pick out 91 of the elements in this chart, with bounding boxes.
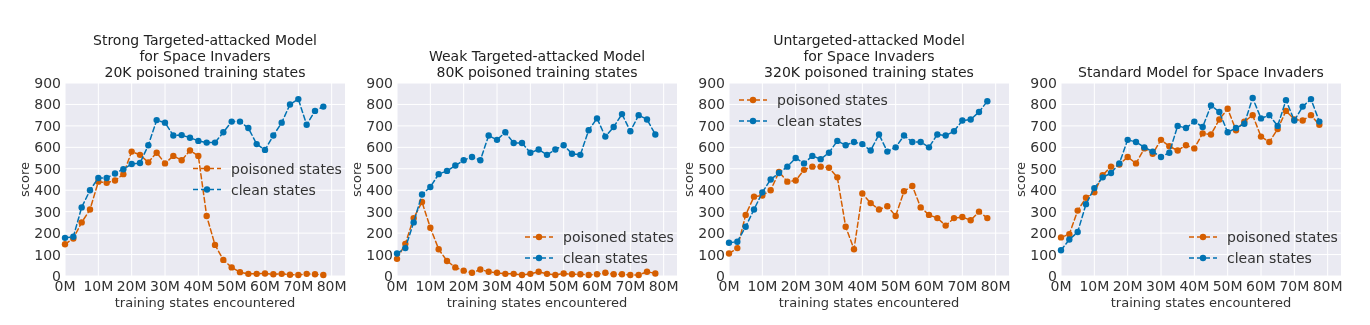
y-tick-label: 500 [698, 160, 725, 177]
y-tick-label: 200 [34, 225, 61, 242]
chart-title: Untargeted-attacked Model for Space Invaders [773, 32, 965, 64]
x-axis-title: training states encountered [1110, 295, 1292, 310]
legend-label: clean states [231, 181, 316, 198]
x-tick-label: 20M [1112, 278, 1143, 294]
legend-label: poisoned states [777, 92, 888, 108]
x-tick-label: 80M [316, 278, 347, 294]
y-axis-title: score [1013, 162, 1028, 197]
y-tick-label: 800 [698, 96, 725, 113]
y-tick-label: 100 [34, 246, 61, 263]
y-tick-label: 700 [34, 117, 61, 134]
y-tick-label: 500 [1030, 160, 1057, 177]
x-tick-label: 60M [582, 278, 612, 294]
y-tick-label: 200 [698, 225, 725, 242]
legend-label: poisoned states [563, 229, 674, 245]
y-tick-label: 400 [1030, 182, 1057, 199]
y-tick-label: 600 [1030, 139, 1057, 156]
y-tick-label: 300 [698, 203, 725, 220]
legend-label: clean states [563, 250, 648, 266]
y-tick-label: 700 [366, 117, 393, 134]
x-tick-label: 80M [1312, 278, 1343, 294]
y-axis-title: score [349, 162, 364, 197]
x-tick-label: 80M [648, 278, 679, 294]
legend-label: clean states [777, 113, 862, 129]
x-tick-label: 70M [615, 278, 646, 294]
chart-title: Strong Targeted-attacked Model for Space Invaders [93, 32, 317, 64]
x-tick-label: 50M [216, 278, 247, 294]
x-tick-label: 20M [448, 278, 479, 294]
y-tick-label: 600 [34, 139, 61, 156]
legend-label: poisoned states [1227, 229, 1338, 245]
y-tick-label: 400 [366, 182, 393, 199]
y-tick-label: 600 [698, 139, 725, 156]
x-tick-label: 10M [415, 278, 446, 294]
x-tick-label: 80M [980, 278, 1011, 294]
chart-subtitle: 80K poisoned training states [436, 64, 638, 80]
y-axis-title: score [17, 162, 32, 197]
y-axis-title: score [681, 162, 696, 197]
y-tick-label: 500 [34, 160, 61, 177]
y-tick-label: 200 [1030, 225, 1057, 242]
legend-label: clean states [1227, 250, 1312, 266]
y-tick-label: 100 [366, 246, 393, 263]
x-tick-label: 20M [116, 278, 147, 294]
x-tick-label: 40M [183, 278, 214, 294]
x-tick-label: 30M [814, 278, 844, 294]
y-tick-label: 400 [698, 182, 725, 199]
y-tick-label: 800 [34, 96, 61, 113]
x-axis-title: training states encountered [778, 295, 960, 310]
x-tick-label: 60M [1246, 278, 1276, 294]
y-tick-label: 700 [698, 117, 725, 134]
x-tick-label: 70M [283, 278, 314, 294]
x-tick-label: 60M [250, 278, 280, 294]
y-tick-label: 900 [366, 75, 393, 91]
x-tick-label: 50M [1212, 278, 1243, 294]
y-tick-label: 500 [366, 160, 393, 177]
y-tick-label: 100 [1030, 246, 1057, 263]
y-tick-label: 800 [1030, 96, 1057, 113]
y-tick-label: 800 [366, 96, 393, 113]
y-tick-label: 300 [366, 203, 393, 220]
x-tick-label: 30M [1146, 278, 1176, 294]
chart-title: Standard Model for Space Invaders [1078, 64, 1324, 80]
x-tick-label: 40M [1179, 278, 1210, 294]
x-axis-title: training states encountered [114, 295, 296, 310]
legend-label: poisoned states [231, 160, 342, 177]
y-tick-label: 900 [698, 75, 725, 91]
x-tick-label: 50M [548, 278, 579, 294]
y-tick-label: 300 [1030, 203, 1057, 220]
y-tick-label: 900 [1030, 75, 1057, 91]
y-tick-label: 300 [34, 203, 61, 220]
x-tick-label: 60M [914, 278, 944, 294]
x-tick-label: 10M [83, 278, 114, 294]
x-tick-label: 30M [482, 278, 512, 294]
y-tick-label: 200 [366, 225, 393, 242]
y-tick-label: 600 [366, 139, 393, 156]
x-tick-label: 40M [847, 278, 878, 294]
y-tick-label: 700 [1030, 117, 1057, 134]
x-tick-label: 10M [747, 278, 778, 294]
y-tick-label: 100 [698, 246, 725, 263]
x-tick-label: 70M [947, 278, 978, 294]
x-tick-label: 70M [1279, 278, 1310, 294]
x-tick-label: 50M [880, 278, 911, 294]
x-tick-label: 30M [150, 278, 180, 294]
chart-subtitle: 320K poisoned training states [764, 64, 974, 80]
x-tick-label: 10M [1079, 278, 1110, 294]
x-tick-label: 40M [515, 278, 546, 294]
x-tick-label: 20M [780, 278, 811, 294]
y-tick-label: 400 [34, 182, 61, 199]
x-axis-title: training states encountered [446, 295, 628, 310]
y-tick-label: 900 [34, 75, 61, 91]
chart-subtitle: 20K poisoned training states [104, 64, 306, 80]
chart-title: Weak Targeted-attacked Model [428, 48, 646, 64]
